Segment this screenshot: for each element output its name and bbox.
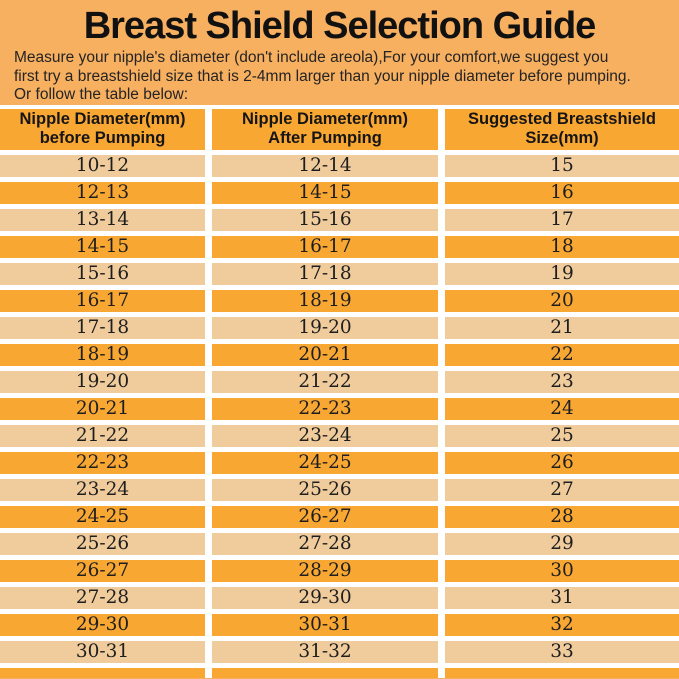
cell-after-pumping: 21-22 <box>212 370 438 393</box>
table-header-row: Nipple Diameter(mm) before Pumping Nippl… <box>0 108 679 150</box>
header-before-pumping-line1: Nipple Diameter(mm) <box>19 109 186 128</box>
table-row: 13-14 15-16 17 <box>0 208 679 231</box>
cell-shield-size: 26 <box>445 451 679 474</box>
cell-shield-size: 28 <box>445 505 679 528</box>
cell-after-pumping: 31-32 <box>212 640 438 663</box>
cell-after-pumping: 14-15 <box>212 181 438 204</box>
cell-before-pumping: 24-25 <box>0 505 205 528</box>
table-row: 22-23 24-25 26 <box>0 451 679 474</box>
cell-after-pumping: 27-28 <box>212 532 438 555</box>
cell-before-pumping: 22-23 <box>0 451 205 474</box>
cell-before-pumping: 14-15 <box>0 235 205 258</box>
cell-after-pumping: 19-20 <box>212 316 438 339</box>
cell-shield-size: 21 <box>445 316 679 339</box>
cell-after-pumping: 17-18 <box>212 262 438 285</box>
header-after-pumping: Nipple Diameter(mm) After Pumping <box>212 108 438 150</box>
cell-before-pumping: 23-24 <box>0 478 205 501</box>
intro-line-1: Measure your nipple's diameter (don't in… <box>14 49 609 66</box>
table-row: 30-31 31-32 33 <box>0 640 679 663</box>
cell-before-pumping: 27-28 <box>0 586 205 609</box>
table-row: 14-15 16-17 18 <box>0 235 679 258</box>
cell-before-pumping: 12-13 <box>0 181 205 204</box>
cell-shield-size: 19 <box>445 262 679 285</box>
intro-text: Measure your nipple's diameter (don't in… <box>14 49 679 105</box>
cell-before-pumping: 18-19 <box>0 343 205 366</box>
cell-before-pumping: 15-16 <box>0 262 205 285</box>
cell-shield-size: 22 <box>445 343 679 366</box>
table-row: 12-13 14-15 16 <box>0 181 679 204</box>
cell-before-pumping: 30-31 <box>0 640 205 663</box>
cell-before-pumping: 25-26 <box>0 532 205 555</box>
table-body: 10-12 12-14 15 12-13 14-15 16 13-14 15-1… <box>0 154 679 663</box>
cell-before-pumping: 26-27 <box>0 559 205 582</box>
partial-cell <box>212 667 438 678</box>
table-row: 23-24 25-26 27 <box>0 478 679 501</box>
cell-shield-size: 16 <box>445 181 679 204</box>
header-before-pumping: Nipple Diameter(mm) before Pumping <box>0 108 205 150</box>
cell-before-pumping: 20-21 <box>0 397 205 420</box>
partial-row-cutoff <box>0 667 679 678</box>
table-row: 26-27 28-29 30 <box>0 559 679 582</box>
cell-after-pumping: 22-23 <box>212 397 438 420</box>
cell-shield-size: 32 <box>445 613 679 636</box>
cell-shield-size: 30 <box>445 559 679 582</box>
cell-after-pumping: 26-27 <box>212 505 438 528</box>
table-row: 19-20 21-22 23 <box>0 370 679 393</box>
cell-before-pumping: 17-18 <box>0 316 205 339</box>
cell-after-pumping: 18-19 <box>212 289 438 312</box>
table-row: 29-30 30-31 32 <box>0 613 679 636</box>
cell-shield-size: 33 <box>445 640 679 663</box>
cell-shield-size: 18 <box>445 235 679 258</box>
cell-shield-size: 27 <box>445 478 679 501</box>
cell-after-pumping: 12-14 <box>212 154 438 177</box>
header-shield-size-line1: Suggested Breastshield <box>468 109 656 128</box>
selection-table: Nipple Diameter(mm) before Pumping Nippl… <box>0 104 679 678</box>
cell-before-pumping: 21-22 <box>0 424 205 447</box>
partial-cell <box>0 667 205 678</box>
header-shield-size: Suggested Breastshield Size(mm) <box>445 108 679 150</box>
table-row: 24-25 26-27 28 <box>0 505 679 528</box>
cell-after-pumping: 15-16 <box>212 208 438 231</box>
cell-before-pumping: 19-20 <box>0 370 205 393</box>
cell-after-pumping: 23-24 <box>212 424 438 447</box>
cell-before-pumping: 10-12 <box>0 154 205 177</box>
cell-shield-size: 20 <box>445 289 679 312</box>
cell-before-pumping: 16-17 <box>0 289 205 312</box>
table-row: 27-28 29-30 31 <box>0 586 679 609</box>
cell-before-pumping: 29-30 <box>0 613 205 636</box>
partial-cell <box>445 667 679 678</box>
cell-after-pumping: 24-25 <box>212 451 438 474</box>
table-row: 18-19 20-21 22 <box>0 343 679 366</box>
header-shield-size-line2: Size(mm) <box>525 129 599 147</box>
intro-line-2: first try a breastshield size that is 2-… <box>14 67 631 85</box>
intro-line-3: Or follow the table below: <box>14 86 189 103</box>
cell-after-pumping: 28-29 <box>212 559 438 582</box>
table-row: 15-16 17-18 19 <box>0 262 679 285</box>
table-row: 10-12 12-14 15 <box>0 154 679 177</box>
table-row: 21-22 23-24 25 <box>0 424 679 447</box>
cell-shield-size: 23 <box>445 370 679 393</box>
table-row: 25-26 27-28 29 <box>0 532 679 555</box>
header-before-pumping-line2: before Pumping <box>39 129 166 147</box>
cell-shield-size: 15 <box>445 154 679 177</box>
cell-after-pumping: 25-26 <box>212 478 438 501</box>
header-after-pumping-line2: After Pumping <box>268 129 382 147</box>
table-row: 16-17 18-19 20 <box>0 289 679 312</box>
cell-before-pumping: 13-14 <box>0 208 205 231</box>
page-title: Breast Shield Selection Guide <box>83 5 597 47</box>
table-row: 17-18 19-20 21 <box>0 316 679 339</box>
cell-shield-size: 29 <box>445 532 679 555</box>
cell-shield-size: 17 <box>445 208 679 231</box>
cell-after-pumping: 30-31 <box>212 613 438 636</box>
cell-shield-size: 25 <box>445 424 679 447</box>
cell-after-pumping: 20-21 <box>212 343 438 366</box>
cell-shield-size: 24 <box>445 397 679 420</box>
cell-after-pumping: 16-17 <box>212 235 438 258</box>
cell-shield-size: 31 <box>445 586 679 609</box>
table-row: 20-21 22-23 24 <box>0 397 679 420</box>
cell-after-pumping: 29-30 <box>212 586 438 609</box>
header-after-pumping-line1: Nipple Diameter(mm) <box>242 109 408 128</box>
